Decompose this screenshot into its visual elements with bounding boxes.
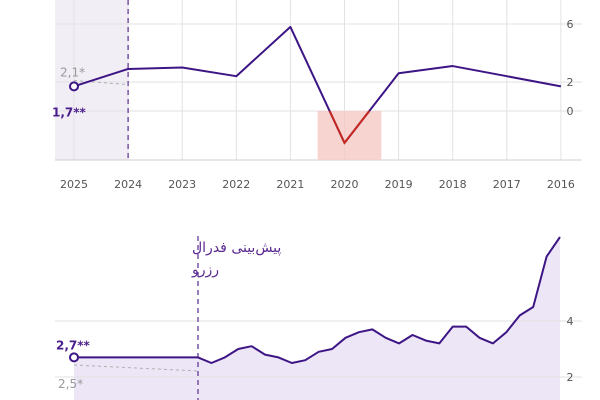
chart1-x-tick-2016: 2016	[547, 178, 575, 191]
chart1-x-tick-2023: 2023	[168, 178, 196, 191]
chart1: 2025 2024 2023 2022 2021 2020 2019 2018 2017 2016…	[52, 0, 582, 191]
chart1-x-tick-2019: 2019	[385, 178, 413, 191]
chart1-point-2025	[69, 81, 79, 92]
chart1-y-tick-labels: 6 2 0	[567, 18, 574, 118]
chart1-x-tick-2018: 2018	[439, 178, 467, 191]
chart1-series-line	[73, 25, 562, 144]
chart1-x-tick-labels: 2025 2024 2023 2022 2021 2020 2019 2018 2017 2016	[60, 178, 575, 191]
chart1-vertical-gridlines	[73, 0, 562, 160]
chart2-start-point	[69, 352, 79, 363]
chart1-x-tick-2025: 2025	[60, 178, 88, 191]
chart1-annotation-purple: 1,7**	[52, 105, 87, 119]
chart1-x-tick-2024: 2024	[114, 178, 142, 191]
chart2-caption-line2: رزرو	[191, 262, 219, 278]
chart2-caption-line1: پیش‌بینی فدرال	[192, 240, 281, 256]
chart1-y-tick: 0	[567, 105, 574, 118]
chart2-annotation-grey: 2,5*	[58, 377, 83, 391]
chart1-x-tick-2020: 2020	[331, 178, 359, 191]
chart1-annotation-grey: 2,1*	[60, 66, 85, 80]
chart2-area-fill	[74, 237, 560, 400]
chart1-x-tick-2021: 2021	[276, 178, 304, 191]
chart2-annotation-purple: 2,7**	[56, 338, 91, 352]
chart1-negative-segment	[328, 110, 371, 145]
chart2-horizontal-gridlines	[55, 320, 582, 378]
chart1-y-tick: 6	[567, 18, 574, 31]
chart2-annotation-dash	[73, 364, 199, 372]
chart2: 42 پیش‌بینی فدرال رزرو 2,7** 2,5*	[55, 236, 582, 400]
chart2-y-tick: 2	[567, 371, 574, 384]
chart1-x-tick-2022: 2022	[222, 178, 250, 191]
chart2-y-tick-labels: 42	[567, 315, 574, 384]
chart1-x-tick-2017: 2017	[493, 178, 521, 191]
chart2-series-line	[74, 236, 561, 364]
chart2-y-tick: 4	[567, 315, 574, 328]
chart1-y-tick: 2	[567, 76, 574, 89]
